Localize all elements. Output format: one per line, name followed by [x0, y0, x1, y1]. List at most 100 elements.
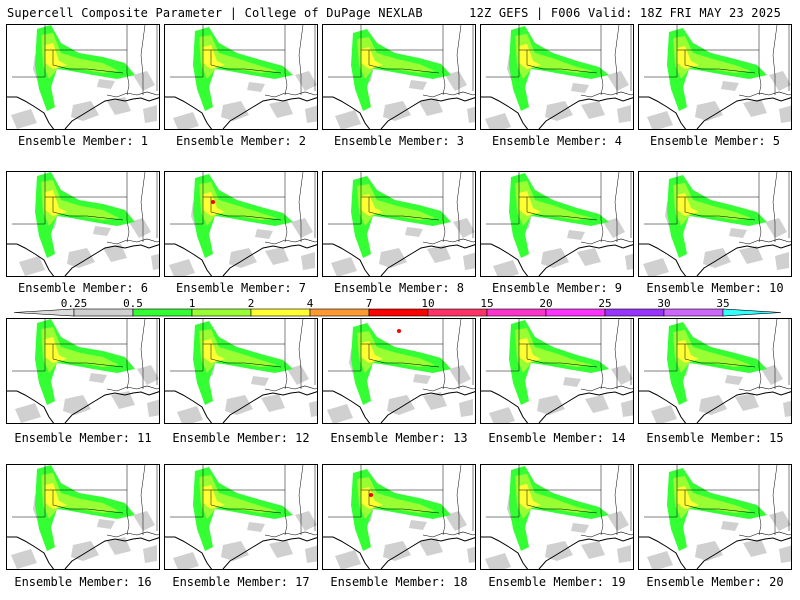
ensemble-panel	[164, 318, 318, 424]
ensemble-panel	[480, 318, 634, 424]
ensemble-member-label: Ensemble Member: 7	[163, 281, 319, 295]
scp-shade-low	[625, 252, 634, 270]
state-boundary	[127, 319, 129, 389]
scp-shade-low	[571, 523, 589, 533]
state-boundary	[759, 172, 761, 242]
red-river-boundary	[423, 92, 476, 97]
scp-shade-low	[493, 260, 519, 277]
scp-shade-low	[19, 256, 45, 276]
scp-shade-low	[387, 395, 415, 415]
scp-map	[7, 25, 160, 130]
scp-map	[323, 465, 476, 570]
colorbar-bin	[74, 309, 133, 316]
ensemble-member-label: Ensemble Member: 11	[5, 431, 161, 445]
ensemble-panel	[480, 171, 634, 277]
scp-shade-low	[265, 247, 289, 265]
ensemble-panel	[6, 464, 160, 570]
scp-shade-low	[89, 373, 107, 383]
scp-shade-low	[255, 229, 273, 239]
scp-shade-low	[383, 541, 411, 561]
scp-shade-low	[611, 365, 633, 385]
colorbar-bin	[369, 309, 428, 316]
scp-shade-low	[567, 230, 585, 240]
ensemble-member-label: Ensemble Member: 14	[479, 431, 635, 445]
scp-shade-low	[11, 109, 37, 129]
scp-shade-low	[97, 79, 115, 89]
state-boundary	[285, 465, 287, 535]
scp-max-spot	[369, 493, 373, 497]
scp-shade-low	[409, 520, 427, 530]
scp-shade-low	[383, 101, 411, 121]
scp-map	[481, 465, 634, 570]
scp-shade-low	[721, 81, 739, 91]
scp-shade-low	[103, 244, 127, 262]
scp-map	[165, 25, 318, 130]
colorbar-bin	[605, 309, 664, 316]
colorbar-tick-label: 0.5	[123, 297, 143, 310]
red-river-boundary	[581, 386, 634, 391]
colorbar-tick-label: 20	[539, 297, 552, 310]
ensemble-panel	[322, 171, 476, 277]
colorbar-legend: 0.25 0.5 1 2 4 7 10 15 20 25 30 35	[0, 296, 800, 326]
scp-shade-low	[449, 365, 471, 385]
ensemble-member-label: Ensemble Member: 17	[163, 575, 319, 589]
red-river-boundary	[265, 532, 318, 537]
scp-shade-low	[617, 545, 631, 563]
scp-shade-low	[647, 111, 673, 130]
red-river-boundary	[265, 386, 318, 391]
ensemble-member-label: Ensemble Member: 1	[5, 134, 161, 148]
ensemble-member-label: Ensemble Member: 5	[637, 134, 793, 148]
scp-map	[481, 172, 634, 277]
scp-shade-low	[409, 80, 427, 90]
state-boundary	[443, 465, 445, 535]
scp-shade-low	[775, 252, 789, 270]
scp-shade-low	[133, 511, 155, 531]
run-valid-time: 12Z GEFS | F006 Valid: 18Z FRI MAY 23 20…	[469, 6, 781, 20]
red-river-boundary	[739, 239, 792, 244]
ensemble-panel	[164, 171, 318, 277]
colorbar-low-arrow	[14, 309, 74, 316]
colorbar-bin	[428, 309, 487, 316]
scp-map	[323, 319, 476, 424]
scp-shade-low	[541, 248, 569, 268]
colorbar-high-arrow	[723, 309, 781, 316]
scp-map	[639, 319, 792, 424]
scp-shade-low	[15, 403, 41, 423]
state-boundary	[443, 172, 445, 242]
ensemble-panel	[638, 318, 792, 424]
scp-shade-low	[459, 399, 473, 417]
scp-shade-low	[585, 395, 609, 413]
scp-map	[481, 25, 634, 130]
state-boundary	[443, 319, 445, 389]
scp-map	[323, 25, 476, 130]
ensemble-member-label: Ensemble Member: 9	[479, 281, 635, 295]
scp-map	[165, 465, 318, 570]
ensemble-member-label: Ensemble Member: 10	[637, 281, 793, 295]
state-boundary	[443, 25, 445, 95]
scp-shade-low	[251, 376, 269, 386]
scp-shade-low	[309, 399, 318, 417]
scp-shade-low	[173, 552, 199, 570]
red-river-boundary	[739, 532, 792, 537]
ensemble-panel	[6, 24, 160, 130]
red-river-boundary	[107, 386, 160, 391]
ensemble-member-label: Ensemble Member: 20	[637, 575, 793, 589]
ensemble-panel	[322, 318, 476, 424]
colorbar-tick-label: 0.25	[61, 297, 88, 310]
scp-map	[639, 465, 792, 570]
ensemble-member-label: Ensemble Member: 16	[5, 575, 161, 589]
scp-shade-low	[765, 218, 787, 238]
scp-shade-low	[305, 545, 318, 563]
scp-shade-low	[147, 399, 160, 417]
scp-shade-low	[571, 83, 589, 93]
colorbar-tick-label: 10	[421, 297, 434, 310]
scp-shade-low	[617, 105, 631, 123]
scp-shade-low	[305, 105, 318, 123]
scp-shade-low	[173, 112, 199, 130]
colorbar-tick-label: 15	[480, 297, 493, 310]
scp-shade-low	[545, 101, 573, 121]
ensemble-panel	[322, 24, 476, 130]
ensemble-member-label: Ensemble Member: 2	[163, 134, 319, 148]
scp-shade-low	[467, 545, 476, 563]
state-boundary	[601, 172, 603, 242]
